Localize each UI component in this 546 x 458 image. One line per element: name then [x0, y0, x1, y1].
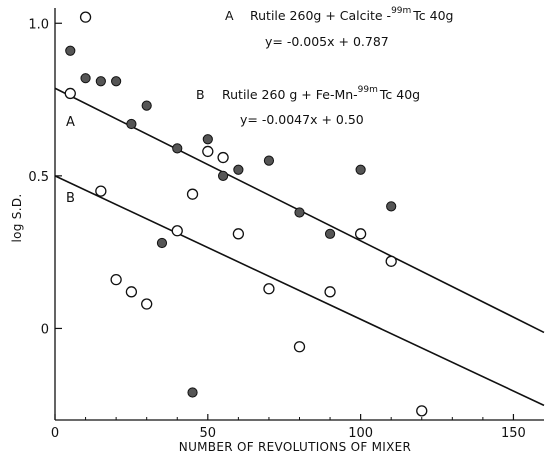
- annotation-b-letter: B: [196, 87, 205, 102]
- point-series-a: [65, 45, 76, 56]
- point-series-b: [95, 185, 107, 197]
- point-series-a: [355, 164, 366, 175]
- annotation-b-text: Rutile 260 g + Fe-Mn-99m Tc 40g: [222, 85, 420, 102]
- point-series-a: [202, 134, 213, 145]
- point-series-a: [217, 170, 229, 181]
- annotation-b-sup: 99m: [358, 85, 378, 95]
- point-series-b: [125, 286, 138, 298]
- point-series-b: [293, 341, 306, 353]
- point-series-b: [171, 225, 183, 237]
- line-b-label: B: [66, 191, 75, 206]
- point-series-b: [202, 145, 214, 158]
- point-series-b: [79, 11, 92, 23]
- x-tick-label: 150: [501, 426, 526, 441]
- data-points: [64, 11, 428, 417]
- point-series-b: [354, 228, 367, 240]
- point-series-b: [232, 228, 245, 240]
- point-series-a: [187, 387, 198, 398]
- point-series-b: [324, 286, 336, 298]
- point-series-b: [141, 298, 153, 310]
- point-series-b: [217, 151, 229, 164]
- point-series-b: [64, 87, 76, 100]
- point-series-a: [111, 76, 122, 87]
- y-axis-title: log S.D.: [10, 194, 24, 243]
- point-series-a: [172, 143, 183, 154]
- annotation-a-equation: y= -0.005x + 0.787: [265, 34, 389, 49]
- axes: 0 50 100 150 0 0.5 1.0: [28, 8, 544, 441]
- fit-line-b: [54, 175, 545, 407]
- annotation-a-sup: 99m: [391, 6, 411, 16]
- annotation-b-text-post: Tc 40g: [379, 87, 420, 102]
- point-series-b: [263, 283, 275, 295]
- point-series-a: [141, 100, 152, 111]
- x-tick-label: 0: [51, 426, 59, 441]
- point-series-b: [110, 273, 122, 286]
- y-tick-label: 0: [41, 322, 49, 337]
- annotation-b-equation: y= -0.0047x + 0.50: [240, 112, 364, 127]
- point-series-a: [80, 73, 91, 84]
- point-series-a: [233, 164, 244, 175]
- point-series-a: [324, 228, 336, 239]
- y-tick-label: 1.0: [28, 17, 49, 32]
- x-tick-label: 50: [200, 426, 217, 441]
- annotation-a-text-pre: Rutile 260g + Calcite -: [250, 8, 391, 23]
- point-series-b: [416, 405, 428, 417]
- point-series-a: [126, 118, 137, 130]
- point-series-a: [156, 237, 168, 249]
- annotation-a-text: Rutile 260g + Calcite -99m Tc 40g: [250, 6, 454, 23]
- annotation-a-letter: A: [225, 8, 234, 23]
- x-tick-label: 100: [348, 426, 373, 441]
- line-a-label: A: [66, 115, 75, 130]
- point-series-a: [95, 76, 106, 87]
- point-series-a: [386, 201, 397, 212]
- point-series-a: [263, 155, 275, 166]
- y-tick-label: 0.5: [28, 170, 49, 185]
- annotation-b-text-pre: Rutile 260 g + Fe-Mn-: [222, 87, 358, 102]
- x-axis-title: NUMBER OF REVOLUTIONS OF MIXER: [179, 440, 411, 454]
- point-series-b: [385, 255, 397, 267]
- annotation-a-text-post: Tc 40g: [412, 8, 453, 23]
- point-series-a: [294, 207, 305, 218]
- fit-lines: [54, 87, 545, 407]
- point-series-b: [186, 188, 199, 200]
